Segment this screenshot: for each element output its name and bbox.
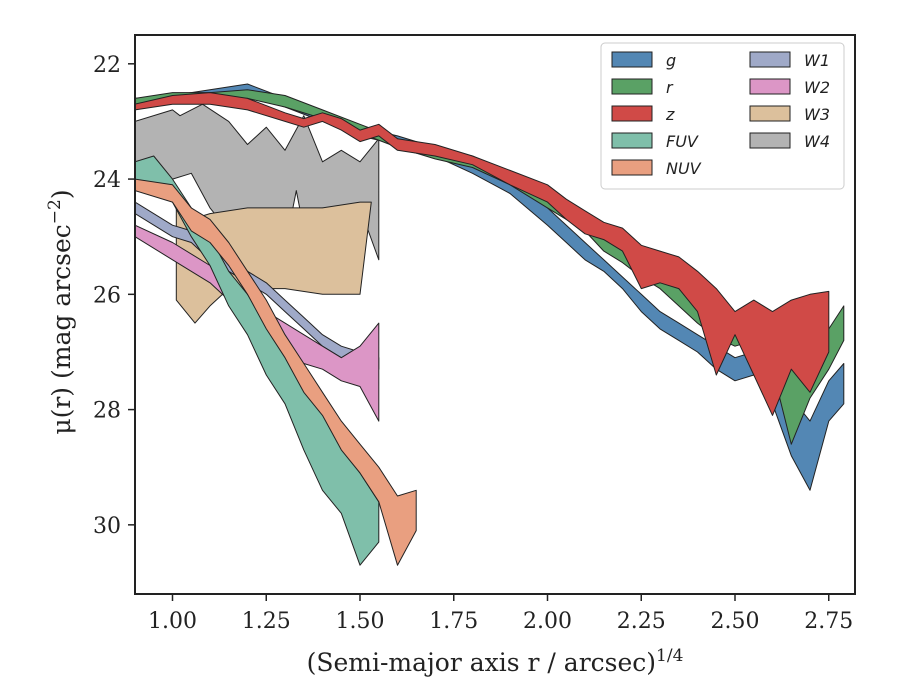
legend-swatch-nuv — [611, 159, 653, 176]
y-axis-ticks: 22 24 26 28 30 — [93, 53, 135, 539]
legend-label-fuv: FUV — [666, 132, 699, 151]
band-w3 — [175, 201, 372, 324]
legend-label-w3: W3 — [804, 105, 830, 124]
band-nuv — [135, 178, 417, 566]
legend-label-r: r — [666, 78, 674, 97]
band-fuv — [135, 155, 380, 566]
x-axis-label-text: (Semi-major axis r / arcsec) — [307, 648, 656, 677]
legend-swatch-w3 — [749, 105, 791, 122]
y-tick-label: 28 — [93, 399, 121, 424]
x-tick-label: 2.50 — [711, 609, 760, 634]
x-tick-label: 1.00 — [148, 609, 197, 634]
legend-swatch-w1 — [749, 51, 791, 68]
y-axis-label-close: ) — [47, 189, 76, 199]
legend-swatch-z — [611, 105, 653, 122]
legend: grz FUV NUV W1 W2 W3 W4 — [600, 42, 845, 190]
x-tick-label: 1.75 — [429, 609, 478, 634]
band-z — [135, 92, 830, 416]
y-axis-label-text: μ(r) (mag arcsec — [47, 224, 76, 434]
x-tick-label: 1.25 — [242, 609, 291, 634]
x-tick-label: 2.75 — [804, 609, 853, 634]
legend-label-w1: W1 — [804, 51, 830, 70]
y-tick-label: 26 — [93, 283, 121, 308]
profile-bands — [135, 83, 845, 566]
y-tick-label: 22 — [93, 53, 121, 78]
plot-frame — [134, 34, 856, 595]
legend-swatch-fuv — [611, 132, 653, 149]
legend-swatch-g — [611, 51, 653, 68]
x-tick-label: 2.00 — [523, 609, 572, 634]
x-axis-label-exponent: 1/4 — [656, 646, 683, 666]
legend-label-w4: W4 — [804, 132, 830, 151]
y-axis-label-exponent: −2 — [45, 199, 65, 224]
x-axis-ticks: 1.00 1.25 1.50 1.75 2.00 2.25 2.50 2.75 — [148, 594, 853, 634]
x-tick-label: 2.25 — [617, 609, 666, 634]
y-axis-label: μ(r) (mag arcsec−2) — [45, 189, 76, 434]
x-axis-label: (Semi-major axis r / arcsec)1/4 — [307, 646, 684, 677]
legend-swatch-r — [611, 78, 653, 95]
legend-swatch-w2 — [749, 78, 791, 95]
legend-label-nuv: NUV — [666, 159, 702, 178]
x-tick-label: 1.50 — [336, 609, 385, 634]
y-tick-label: 30 — [93, 514, 121, 539]
legend-label-z: z — [665, 105, 675, 124]
legend-label-w2: W2 — [804, 78, 830, 97]
legend-label-g: g — [666, 51, 676, 70]
y-tick-label: 24 — [93, 168, 121, 193]
legend-swatch-w4 — [749, 132, 791, 149]
